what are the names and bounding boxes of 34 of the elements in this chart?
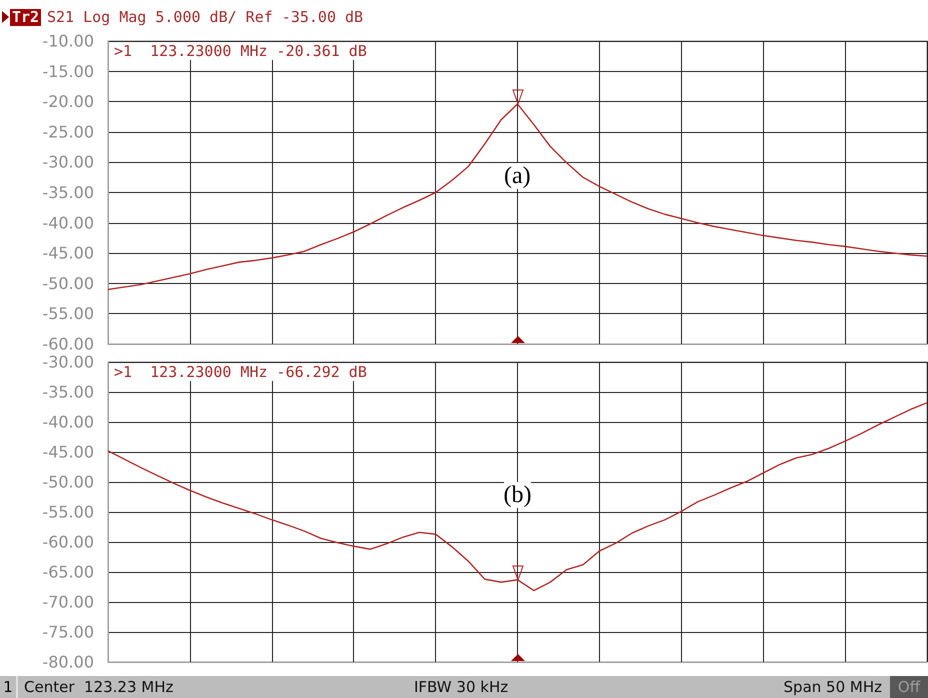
y-tick-label: -70.00 [42, 592, 94, 612]
y-tick-label: -30.00 [42, 152, 94, 172]
y-tick-label: -80.00 [42, 652, 94, 672]
line-series [107, 402, 928, 592]
chart-subtitle: Tr2 [10, 8, 42, 26]
y-tick-label: -60.00 [42, 334, 94, 354]
chart-title: S21 Log Mag 5.000 dB/ Ref -35.00 dB [47, 8, 364, 26]
text: 1 [0, 676, 18, 698]
annotation: >1 123.23000 MHz -66.292 dB [114, 363, 367, 381]
y-tick-label: -55.00 [42, 502, 94, 522]
y-tick-label: -30.00 [42, 352, 94, 372]
text: Span 50 MHz [784, 677, 882, 698]
y-tick-label: -65.00 [42, 562, 94, 582]
y-tick-label: -50.00 [42, 472, 94, 492]
y-tick-label: -75.00 [42, 622, 94, 642]
y-tick-label: -60.00 [42, 532, 94, 552]
y-tick-label: -35.00 [42, 183, 94, 202]
y-tick-label: -45.00 [42, 244, 94, 263]
y-tick-label: -10.00 [42, 32, 94, 50]
annotation: >1 123.23000 MHz -20.361 dB [114, 42, 367, 60]
text: IFBW 30 kHz [414, 677, 508, 698]
y-tick-label: -50.00 [42, 274, 94, 293]
text: Off [890, 676, 928, 698]
annotation: (b) [504, 482, 532, 508]
y-tick-label: -40.00 [42, 412, 94, 432]
annotation: (a) [504, 162, 531, 189]
y-tick-label: -45.00 [42, 442, 94, 462]
y-tick-label: -35.00 [42, 382, 94, 402]
text: Center 123.23 MHz [24, 677, 174, 698]
y-tick-label: -15.00 [42, 62, 94, 81]
y-tick-label: -20.00 [42, 92, 94, 112]
y-tick-label: -25.00 [42, 122, 94, 142]
y-tick-label: -40.00 [42, 213, 94, 232]
y-tick-label: -55.00 [42, 304, 94, 324]
